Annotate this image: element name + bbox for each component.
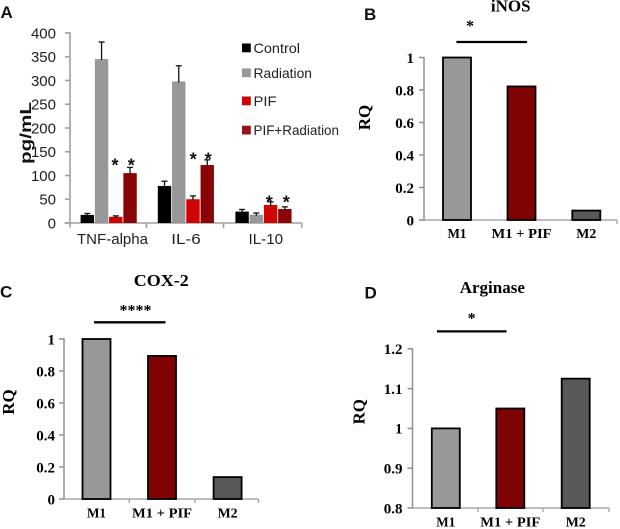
svg-text:RQ: RQ bbox=[0, 389, 18, 415]
svg-text:M1 + PIF: M1 + PIF bbox=[492, 227, 552, 242]
svg-text:D: D bbox=[365, 283, 377, 302]
svg-text:0.8: 0.8 bbox=[36, 364, 55, 380]
svg-text:*: * bbox=[266, 193, 273, 213]
svg-text:M1 + PIF: M1 + PIF bbox=[132, 507, 192, 522]
svg-text:0: 0 bbox=[48, 492, 56, 508]
svg-text:0.8: 0.8 bbox=[384, 501, 403, 517]
svg-text:RQ: RQ bbox=[349, 399, 368, 425]
svg-text:M2: M2 bbox=[566, 516, 586, 529]
svg-text:M1: M1 bbox=[436, 516, 455, 529]
svg-text:0.2: 0.2 bbox=[395, 181, 414, 197]
svg-text:0: 0 bbox=[407, 213, 415, 229]
svg-text:C: C bbox=[0, 283, 12, 302]
svg-text:Control: Control bbox=[254, 40, 301, 56]
svg-text:M2: M2 bbox=[576, 227, 596, 242]
svg-text:1.1: 1.1 bbox=[384, 382, 403, 398]
svg-text:TNF-alpha: TNF-alpha bbox=[77, 231, 149, 248]
svg-text:PIF+Radiation: PIF+Radiation bbox=[254, 122, 340, 138]
svg-text:*: * bbox=[111, 156, 118, 176]
svg-text:M1: M1 bbox=[87, 507, 106, 522]
svg-text:350: 350 bbox=[31, 49, 56, 66]
svg-text:1: 1 bbox=[395, 422, 403, 438]
svg-text:150: 150 bbox=[31, 144, 56, 161]
svg-text:1: 1 bbox=[48, 332, 56, 348]
svg-text:IL-10: IL-10 bbox=[249, 231, 284, 248]
svg-text:M2: M2 bbox=[218, 507, 238, 522]
svg-text:0.6: 0.6 bbox=[36, 396, 55, 412]
svg-text:*: * bbox=[466, 18, 474, 35]
svg-text:400: 400 bbox=[31, 25, 56, 42]
svg-text:0.9: 0.9 bbox=[384, 462, 403, 478]
svg-text:IL-6: IL-6 bbox=[171, 231, 201, 248]
svg-text:0: 0 bbox=[48, 215, 56, 232]
svg-text:100: 100 bbox=[31, 168, 56, 185]
svg-text:1.2: 1.2 bbox=[384, 342, 403, 358]
svg-text:300: 300 bbox=[31, 73, 56, 90]
svg-text:iNOS: iNOS bbox=[491, 0, 531, 16]
svg-text:*: * bbox=[283, 193, 290, 213]
svg-text:0.4: 0.4 bbox=[36, 428, 55, 444]
svg-text:B: B bbox=[364, 5, 376, 24]
svg-text:0.2: 0.2 bbox=[36, 460, 55, 476]
svg-text:****: **** bbox=[120, 302, 152, 319]
svg-text:pg/mL: pg/mL bbox=[18, 102, 35, 164]
svg-text:*: * bbox=[190, 150, 197, 170]
svg-text:Radiation: Radiation bbox=[254, 65, 313, 81]
svg-text:*: * bbox=[205, 150, 212, 170]
svg-text:0.4: 0.4 bbox=[395, 148, 414, 164]
svg-text:Arginase: Arginase bbox=[460, 278, 526, 297]
svg-text:M1: M1 bbox=[448, 227, 467, 242]
svg-text:1: 1 bbox=[407, 51, 415, 67]
svg-text:50: 50 bbox=[39, 192, 56, 209]
svg-text:250: 250 bbox=[31, 97, 56, 114]
svg-text:A: A bbox=[1, 3, 13, 22]
svg-text:200: 200 bbox=[31, 120, 56, 137]
svg-text:0.6: 0.6 bbox=[395, 116, 414, 132]
svg-text:COX-2: COX-2 bbox=[134, 271, 189, 290]
svg-text:RQ: RQ bbox=[355, 105, 374, 131]
svg-text:PIF: PIF bbox=[254, 93, 277, 109]
svg-text:*: * bbox=[468, 310, 476, 327]
svg-text:*: * bbox=[128, 156, 135, 176]
svg-text:0.8: 0.8 bbox=[395, 83, 414, 99]
svg-text:M1 + PIF: M1 + PIF bbox=[480, 516, 540, 529]
